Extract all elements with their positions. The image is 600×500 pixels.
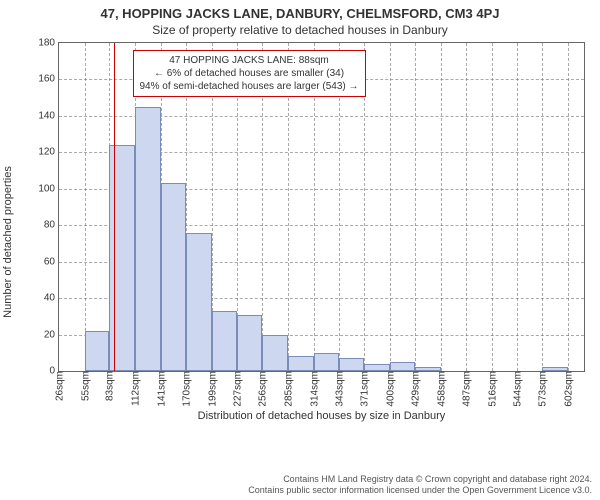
x-tick-label: 544sqm — [510, 371, 523, 407]
x-axis-label: Distribution of detached houses by size … — [58, 410, 585, 422]
page-subtitle: Size of property relative to detached ho… — [0, 21, 600, 37]
x-tick-label: 55sqm — [78, 371, 91, 401]
gridline-vertical — [466, 43, 467, 371]
histogram-bar — [542, 367, 568, 371]
y-tick-label: 60 — [44, 256, 59, 267]
y-tick-label: 80 — [44, 220, 59, 231]
x-tick-label: 573sqm — [536, 371, 549, 407]
y-tick-label: 140 — [38, 110, 59, 121]
footer-line: Contains public sector information licen… — [0, 485, 592, 496]
x-tick-label: 458sqm — [434, 371, 447, 407]
y-tick-label: 180 — [38, 38, 59, 49]
x-tick-label: 199sqm — [205, 371, 218, 407]
annotation-line: ← 6% of detached houses are smaller (34) — [140, 67, 359, 80]
x-tick-label: 429sqm — [409, 371, 422, 407]
histogram-bar — [262, 335, 288, 371]
x-tick-label: 516sqm — [486, 371, 499, 407]
x-tick-label: 141sqm — [154, 371, 167, 407]
x-tick-label: 256sqm — [256, 371, 269, 407]
histogram-bar — [364, 364, 390, 371]
histogram-bar — [186, 233, 212, 371]
histogram-bar — [339, 358, 364, 371]
gridline-vertical — [517, 43, 518, 371]
annotation-box: 47 HOPPING JACKS LANE: 88sqm← 6% of deta… — [133, 50, 366, 97]
gridline-vertical — [568, 43, 569, 371]
histogram-bar — [212, 311, 237, 371]
x-tick-label: 371sqm — [357, 371, 370, 407]
reference-line — [114, 43, 115, 371]
plot-area: 02040608010012014016018026sqm55sqm83sqm1… — [58, 42, 585, 372]
histogram-bar — [85, 331, 110, 371]
x-tick-label: 487sqm — [460, 371, 473, 407]
y-tick-label: 20 — [44, 329, 59, 340]
y-tick-label: 100 — [38, 183, 59, 194]
histogram-bar — [390, 362, 416, 371]
x-tick-label: 314sqm — [307, 371, 320, 407]
gridline-vertical — [492, 43, 493, 371]
y-axis-label: Number of detached properties — [2, 166, 14, 318]
annotation-line: 94% of semi-detached houses are larger (… — [140, 80, 359, 93]
histogram-bar — [415, 367, 441, 371]
footer-line: Contains HM Land Registry data © Crown c… — [0, 474, 592, 485]
gridline-vertical — [390, 43, 391, 371]
histogram-bar — [314, 353, 340, 371]
histogram-bar — [288, 356, 314, 371]
histogram-bar — [237, 315, 263, 371]
gridline-vertical — [441, 43, 442, 371]
x-tick-label: 227sqm — [230, 371, 243, 407]
chart-container: Number of detached properties 0204060801… — [30, 42, 585, 442]
annotation-line: 47 HOPPING JACKS LANE: 88sqm — [140, 54, 359, 67]
page-title: 47, HOPPING JACKS LANE, DANBURY, CHELMSF… — [0, 0, 600, 21]
x-tick-label: 602sqm — [562, 371, 575, 407]
y-tick-label: 120 — [38, 147, 59, 158]
x-tick-label: 285sqm — [281, 371, 294, 407]
histogram-bar — [161, 183, 187, 371]
gridline-vertical — [85, 43, 86, 371]
footer-attribution: Contains HM Land Registry data © Crown c… — [0, 474, 592, 496]
x-tick-label: 26sqm — [53, 371, 66, 401]
x-tick-label: 170sqm — [180, 371, 193, 407]
y-tick-label: 160 — [38, 74, 59, 85]
y-tick-label: 40 — [44, 293, 59, 304]
gridline-vertical — [415, 43, 416, 371]
histogram-bar — [135, 107, 161, 371]
x-tick-label: 112sqm — [129, 371, 142, 406]
x-tick-label: 400sqm — [383, 371, 396, 407]
gridline-vertical — [542, 43, 543, 371]
x-tick-label: 83sqm — [103, 371, 116, 401]
x-tick-label: 343sqm — [333, 371, 346, 407]
